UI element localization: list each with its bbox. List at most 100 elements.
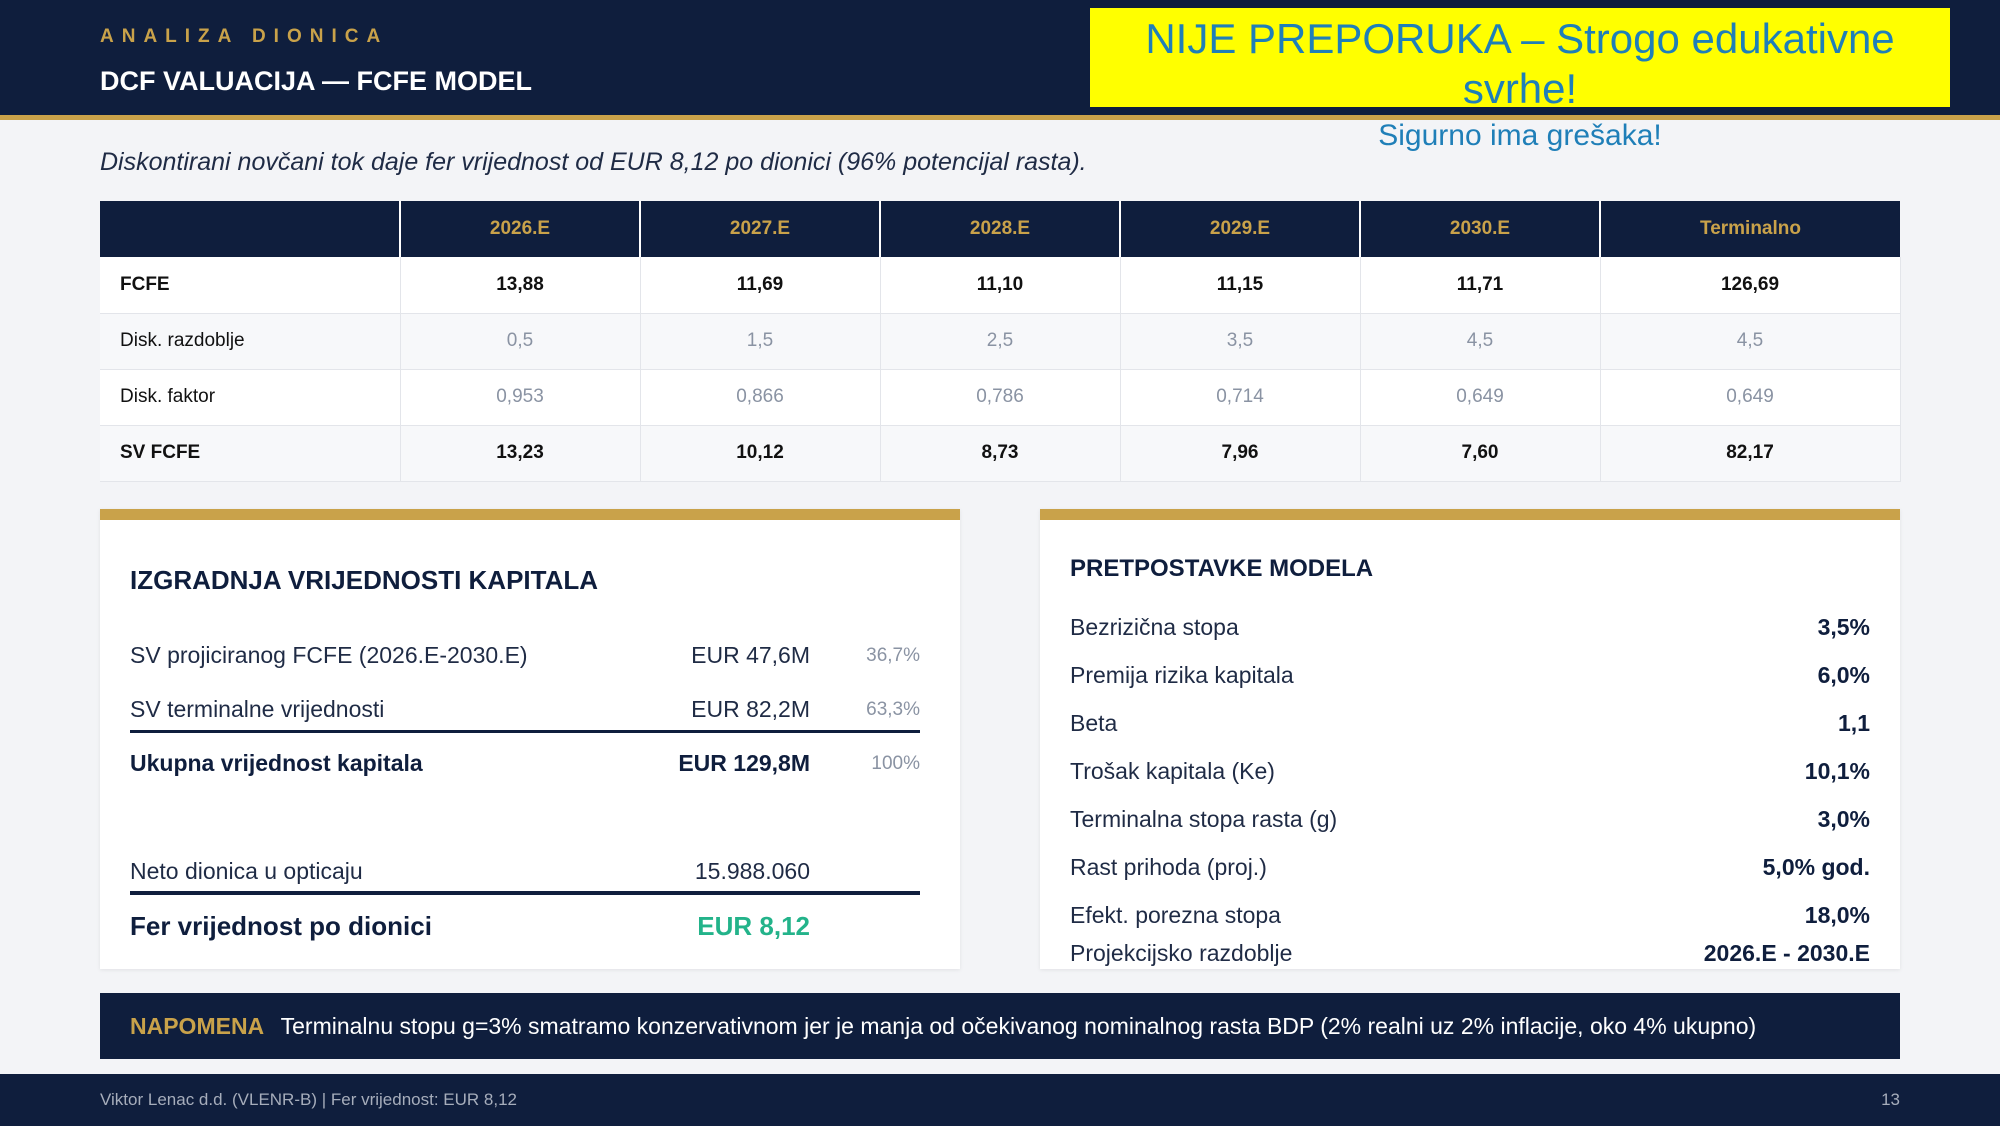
table-cell: 7,60: [1360, 425, 1601, 482]
assumption-label: Terminalna stopa rasta (g): [1070, 806, 1338, 832]
disclaimer-banner: NIJE PREPORUKA – Strogo edukativne svrhe…: [1090, 8, 1950, 152]
table-cell: 126,69: [1600, 257, 1901, 314]
table-cell: 0,714: [1120, 369, 1361, 426]
row-label: Disk. razdoblje: [100, 313, 401, 370]
row-label: FCFE: [100, 257, 401, 314]
bridge-row: SV projiciranog FCFE (2026.E-2030.E) EUR…: [130, 642, 920, 682]
assumption-value: 18,0%: [1804, 902, 1870, 928]
assumption-label: Premija rizika kapitala: [1070, 662, 1294, 688]
table-cell: 2,5: [880, 313, 1121, 370]
equity-value-bridge-card: IZGRADNJA VRIJEDNOSTI KAPITALA SV projic…: [100, 509, 960, 969]
assumption-value: 10,1%: [1804, 758, 1870, 784]
assumption-row: Efekt. porezna stopa 18,0%: [1070, 902, 1870, 936]
table-cell: 4,5: [1600, 313, 1901, 370]
assumption-row: Bezrizična stopa 3,5%: [1070, 614, 1870, 648]
table-cell: 11,69: [640, 257, 881, 314]
assumption-row: Premija rizika kapitala 6,0%: [1070, 662, 1870, 696]
shares-value: 15.988.060: [694, 858, 810, 884]
assumption-label: Trošak kapitala (Ke): [1070, 758, 1275, 784]
column-header: 2029.E: [1120, 201, 1361, 257]
table-row: FCFE 13,88 11,69 11,10 11,15 11,71 126,6…: [100, 257, 1901, 314]
table-cell: 0,786: [880, 369, 1121, 426]
bridge-row-value: EUR 82,2M: [691, 696, 810, 722]
table-cell: 13,23: [400, 425, 641, 482]
assumption-value: 2026.E - 2030.E: [1703, 940, 1870, 966]
model-assumptions-card: PRETPOSTAVKE MODELA Bezrizična stopa 3,5…: [1040, 509, 1900, 969]
table-cell: 8,73: [880, 425, 1121, 482]
divider: [130, 891, 920, 895]
bridge-row-label: Ukupna vrijednost kapitala: [130, 750, 423, 776]
table-cell: 0,649: [1600, 369, 1901, 426]
table-cell: 82,17: [1600, 425, 1901, 482]
header-eyebrow: ANALIZA DIONICA: [100, 26, 389, 47]
divider: [130, 730, 920, 733]
bridge-row-value: EUR 129,8M: [678, 750, 810, 776]
table-row: Disk. razdoblje 0,5 1,5 2,5 3,5 4,5 4,5: [100, 313, 1901, 370]
table-cell: 7,96: [1120, 425, 1361, 482]
row-label: Disk. faktor: [100, 369, 401, 426]
note-text: Terminalnu stopu g=3% smatramo konzervat…: [280, 1013, 1757, 1039]
slide-footer: Viktor Lenac d.d. (VLENR-B) | Fer vrijed…: [0, 1074, 2000, 1126]
bridge-total-row: Ukupna vrijednost kapitala EUR 129,8M 10…: [130, 750, 920, 790]
assumption-label: Bezrizična stopa: [1070, 614, 1239, 640]
table-cell: 0,649: [1360, 369, 1601, 426]
table-cell: 13,88: [400, 257, 641, 314]
assumption-value: 3,0%: [1817, 806, 1870, 832]
assumption-label: Beta: [1070, 710, 1118, 736]
shares-label: Neto dionica u opticaju: [130, 858, 363, 884]
row-label: SV FCFE: [100, 425, 401, 482]
slide-header: ANALIZA DIONICA DCF VALUACIJA — FCFE MOD…: [0, 0, 2000, 152]
assumption-value: 1,1: [1838, 710, 1870, 736]
disclaimer-line-2: Sigurno ima grešaka!: [1378, 119, 1662, 152]
table-cell: 11,15: [1120, 257, 1361, 314]
table-row: Disk. faktor 0,953 0,866 0,786 0,714 0,6…: [100, 369, 1901, 426]
column-header: 2030.E: [1360, 201, 1601, 257]
assumption-value: 3,5%: [1817, 614, 1870, 640]
assumption-value: 5,0% god.: [1762, 854, 1870, 880]
bridge-row-label: SV projiciranog FCFE (2026.E-2030.E): [130, 642, 528, 668]
column-header: Terminalno: [1600, 201, 1900, 257]
assumption-row: Trošak kapitala (Ke) 10,1%: [1070, 758, 1870, 792]
fair-value-row: Fer vrijednost po dionici EUR 8,12: [130, 911, 920, 951]
table-row: SV FCFE 13,23 10,12 8,73 7,96 7,60 82,17: [100, 425, 1901, 482]
bridge-row-label: SV terminalne vrijednosti: [130, 696, 385, 722]
table-cell: 10,12: [640, 425, 881, 482]
fair-value-amount: EUR 8,12: [697, 911, 810, 941]
card-title: IZGRADNJA VRIJEDNOSTI KAPITALA: [130, 565, 599, 595]
assumption-row: Projekcijsko razdoblje 2026.E - 2030.E: [1070, 940, 1870, 974]
dcf-table: 2026.E 2027.E 2028.E 2029.E 2030.E Termi…: [100, 201, 1901, 482]
table-cell: 11,71: [1360, 257, 1601, 314]
assumption-row: Terminalna stopa rasta (g) 3,0%: [1070, 806, 1870, 840]
note-tag: NAPOMENA: [130, 1013, 265, 1039]
assumption-row: Beta 1,1: [1070, 710, 1870, 744]
column-header: 2028.E: [880, 201, 1121, 257]
bridge-row: SV terminalne vrijednosti EUR 82,2M 63,3…: [130, 696, 920, 736]
slide-subtitle: Diskontirani novčani tok daje fer vrijed…: [100, 148, 1087, 176]
table-cell: 11,10: [880, 257, 1121, 314]
assumption-label: Efekt. porezna stopa: [1070, 902, 1281, 928]
table-cell: 4,5: [1360, 313, 1601, 370]
table-cell: 0,953: [400, 369, 641, 426]
table-cell: 3,5: [1120, 313, 1361, 370]
assumption-value: 6,0%: [1817, 662, 1870, 688]
page-title: DCF VALUACIJA — FCFE MODEL: [100, 66, 532, 96]
table-header-row: 2026.E 2027.E 2028.E 2029.E 2030.E Termi…: [100, 201, 1900, 257]
assumption-row: Rast prihoda (proj.) 5,0% god.: [1070, 854, 1870, 888]
table-cell: 0,5: [400, 313, 641, 370]
column-header: [100, 201, 401, 257]
table-cell: 1,5: [640, 313, 881, 370]
fair-value-label: Fer vrijednost po dionici: [130, 911, 432, 941]
card-title: PRETPOSTAVKE MODELA: [1070, 555, 1374, 582]
note-bar: NAPOMENA Terminalnu stopu g=3% smatramo …: [100, 993, 1900, 1059]
page-number: 13: [1881, 1090, 1900, 1109]
disclaimer-line-1: NIJE PREPORUKA – Strogo edukativne svrhe…: [1145, 15, 1895, 112]
footer-source: Viktor Lenac d.d. (VLENR-B) | Fer vrijed…: [100, 1090, 517, 1109]
column-header: 2027.E: [640, 201, 881, 257]
table-cell: 0,866: [640, 369, 881, 426]
column-header: 2026.E: [400, 201, 641, 257]
assumption-label: Rast prihoda (proj.): [1070, 854, 1267, 880]
assumption-label: Projekcijsko razdoblje: [1070, 940, 1293, 966]
shares-outstanding-row: Neto dionica u opticaju 15.988.060: [130, 858, 920, 898]
bridge-row-share: 100%: [871, 753, 920, 774]
bridge-row-value: EUR 47,6M: [691, 642, 810, 668]
